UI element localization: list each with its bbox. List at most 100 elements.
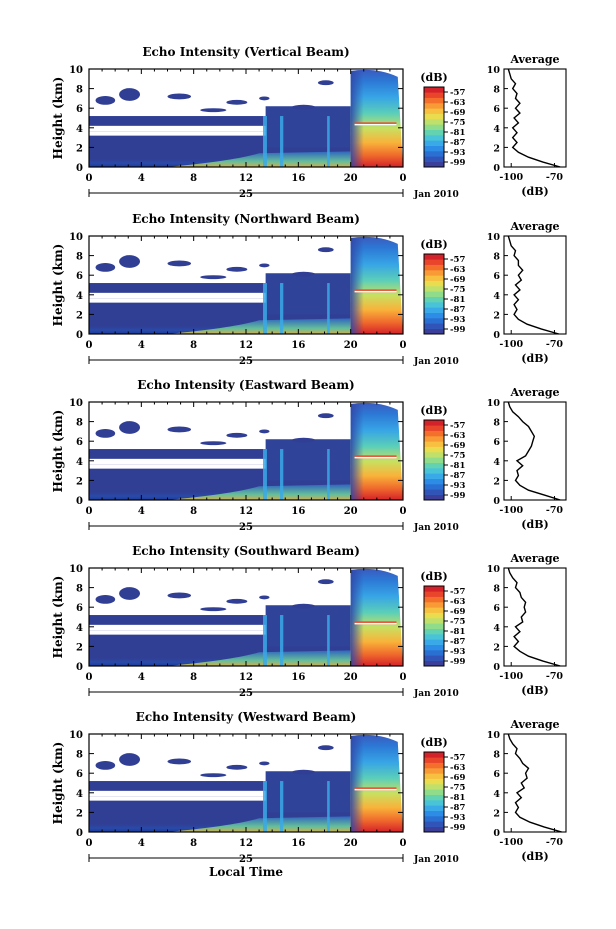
y-tick-label: 6 — [76, 437, 83, 448]
profile-y-tick-label: 6 — [493, 437, 500, 448]
colorbar-frame — [423, 751, 445, 833]
profile-y-tick-label: 10 — [487, 564, 501, 575]
profile-x-tick-label: -100 — [499, 671, 523, 682]
convective-cell — [280, 615, 284, 666]
colorbar-segment — [424, 607, 444, 613]
profile-x-tick-label: -100 — [499, 837, 523, 848]
date-day: 25 — [239, 356, 253, 367]
colorbar-segment — [424, 660, 444, 667]
profile-title: Average — [509, 53, 559, 66]
profile-frame — [503, 235, 567, 335]
profile-y-tick-label: 4 — [493, 291, 500, 302]
echo-blob — [200, 607, 227, 612]
x-tick-label: 12 — [239, 506, 253, 517]
x-tick-label: 20 — [344, 173, 358, 184]
profile-y-tick-label: 8 — [493, 750, 500, 761]
y-tick-label: 6 — [76, 271, 83, 282]
x-tick-label: 4 — [138, 173, 145, 184]
profile-x-label: (dB) — [521, 185, 548, 198]
x-tick-label: 16 — [291, 173, 305, 184]
colorbar-segment — [424, 446, 444, 453]
echo-blob — [259, 429, 270, 434]
colorbar-segment — [424, 494, 444, 501]
echo-blob — [200, 108, 227, 113]
y-axis-label: Height (km) — [51, 742, 65, 825]
colorbar-tick-label: -93 — [450, 647, 465, 657]
colorbar-segment — [424, 596, 444, 603]
afternoon-echo — [265, 605, 351, 647]
echo-blob — [226, 266, 248, 272]
x-tick-label: 12 — [239, 672, 253, 683]
colorbar-segment — [424, 420, 444, 426]
colorbar-tick-label: -69 — [450, 773, 465, 783]
colorbar-segment — [424, 113, 444, 120]
colorbar-segment — [424, 425, 444, 431]
date-month: Jan 2010 — [413, 523, 459, 533]
profile-y-tick-label: 4 — [493, 789, 500, 800]
profile-y-tick-label: 6 — [493, 104, 500, 115]
profile-line — [507, 68, 561, 168]
profile-y-tick-label: 0 — [493, 330, 500, 341]
profile-title: Average — [509, 386, 559, 399]
profile-x-tick-label: -100 — [499, 172, 523, 183]
y-tick-label: 4 — [76, 623, 83, 634]
echo-blob — [291, 437, 316, 443]
echo-blob — [167, 426, 192, 433]
echo-blob — [119, 753, 141, 766]
x-tick-label: 0 — [86, 838, 93, 849]
colorbar-tick-label: -57 — [450, 421, 465, 431]
colorbar-tick-label: -87 — [450, 305, 465, 315]
x-tick-label: 8 — [190, 506, 197, 517]
y-tick-label: 2 — [76, 143, 83, 154]
heatmap-field — [89, 402, 403, 500]
colorbar-segment — [424, 810, 444, 817]
echo-blob — [95, 262, 116, 272]
y-tick-label: 4 — [76, 789, 83, 800]
colorbar-segment — [424, 430, 444, 437]
profile-y-tick-label: 0 — [493, 496, 500, 507]
colorbar-segment — [424, 789, 444, 795]
y-tick-label: 4 — [76, 124, 83, 135]
colorbar-segment — [424, 468, 444, 474]
afternoon-echo — [265, 106, 351, 148]
profile-y-tick-label: 10 — [487, 398, 501, 409]
colorbar-frame — [423, 86, 445, 168]
x-tick-label: 0 — [86, 672, 93, 683]
colorbar-tick-label: -81 — [450, 627, 465, 637]
colorbar-tick-label: -81 — [450, 793, 465, 803]
colorbar-tick-label: -87 — [450, 138, 465, 148]
colorbar-segment — [424, 119, 444, 125]
x-tick-label: 16 — [291, 506, 305, 517]
x-tick-label: 0 — [400, 173, 407, 184]
y-tick-label: 6 — [76, 603, 83, 614]
date-day: 25 — [239, 854, 253, 865]
bright-band-gap — [354, 788, 397, 791]
colorbar-tick-label: -57 — [450, 587, 465, 597]
y-tick-label: 10 — [69, 65, 83, 76]
colorbar-tick-label: -87 — [450, 471, 465, 481]
profile-y-tick-label: 2 — [493, 808, 500, 819]
colorbar-unit: (dB) — [420, 71, 447, 84]
colorbar-segment — [424, 602, 444, 608]
colorbar-tick-label: -69 — [450, 275, 465, 285]
surface-layer — [167, 484, 351, 500]
echo-blob — [317, 80, 334, 86]
echo-blob — [317, 579, 334, 585]
profile-x-tick-label: -70 — [546, 837, 564, 848]
profile-x-tick-label: -100 — [499, 339, 523, 350]
colorbar-segment — [424, 264, 444, 271]
colorbar-unit: (dB) — [420, 736, 447, 749]
profile-x-tick-label: -70 — [546, 339, 564, 350]
colorbar-segment — [424, 612, 444, 619]
colorbar-segment — [424, 773, 444, 779]
y-tick-label: 2 — [76, 642, 83, 653]
colorbar-segment — [424, 762, 444, 769]
date-month: Jan 2010 — [413, 855, 459, 865]
echo-blob — [259, 96, 270, 101]
colorbar-segment — [424, 826, 444, 833]
profile-line — [507, 401, 561, 501]
echo-blob — [259, 595, 270, 600]
colorbar-segment — [424, 650, 444, 656]
echo-blob — [95, 594, 116, 604]
colorbar-tick-label: -99 — [450, 158, 465, 168]
